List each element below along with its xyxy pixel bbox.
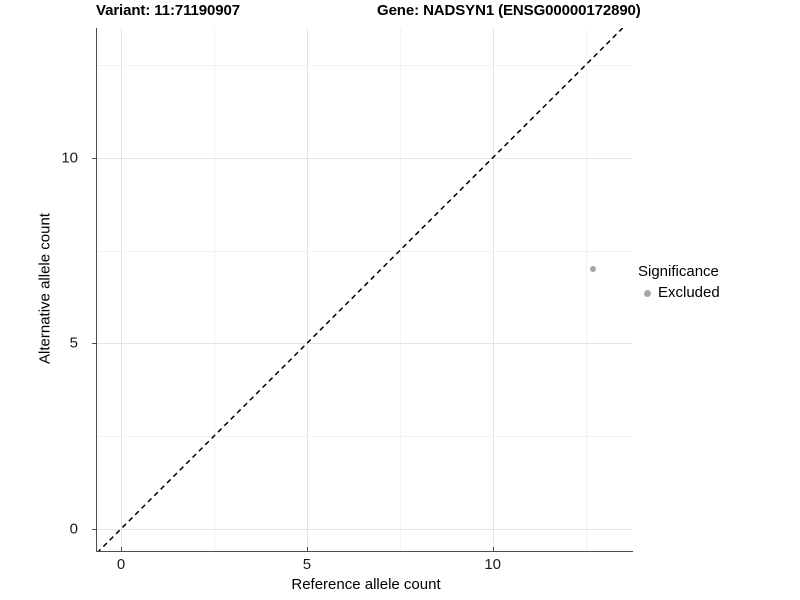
legend-point-icon — [638, 284, 656, 302]
y-axis-title: Alternative allele count — [36, 213, 54, 364]
gridline-horizontal — [97, 528, 632, 530]
legend-items: Excluded — [638, 282, 798, 304]
gridline-vertical — [306, 28, 308, 551]
y-axis-tick-label: 10 — [61, 149, 78, 167]
x-axis-tick-label: 5 — [302, 556, 312, 573]
legend-title: Significance — [638, 263, 719, 280]
y-axis-tick-label: 5 — [69, 334, 78, 352]
y-axis-tick — [92, 528, 96, 530]
gridline-vertical — [214, 28, 215, 551]
gridline-horizontal — [97, 65, 632, 67]
y-axis-tick — [92, 157, 96, 159]
identity-reference-line — [97, 28, 632, 551]
x-axis-title: Reference allele count — [291, 576, 441, 593]
gridline-vertical — [492, 28, 494, 551]
y-axis-tick — [92, 343, 96, 345]
gridline-horizontal — [97, 250, 632, 252]
variant-title: Variant: 11:71190907 — [96, 2, 240, 19]
legend-item-label: Excluded — [658, 284, 720, 301]
gridline-vertical — [121, 28, 123, 551]
gridline-vertical — [399, 28, 401, 551]
x-axis-tick — [121, 547, 123, 551]
x-axis-tick — [306, 547, 308, 551]
x-axis-tick-label: 0 — [116, 556, 126, 573]
gridline-horizontal — [97, 157, 632, 159]
x-axis-tick-label: 10 — [484, 556, 502, 573]
x-axis-tick — [492, 547, 494, 551]
gridline-horizontal — [97, 436, 632, 437]
gene-title: Gene: NADSYN1 (ENSG00000172890) — [377, 2, 641, 19]
gridline-horizontal — [97, 343, 632, 345]
y-axis-line — [96, 28, 98, 552]
y-axis-tick-label: 0 — [69, 520, 78, 538]
legend-item[interactable]: Excluded — [638, 282, 798, 304]
plot-panel — [97, 28, 632, 551]
legend: Significance Excluded — [638, 262, 798, 304]
gridline-vertical — [585, 28, 587, 551]
x-axis-line — [96, 551, 633, 553]
data-point — [590, 266, 596, 273]
